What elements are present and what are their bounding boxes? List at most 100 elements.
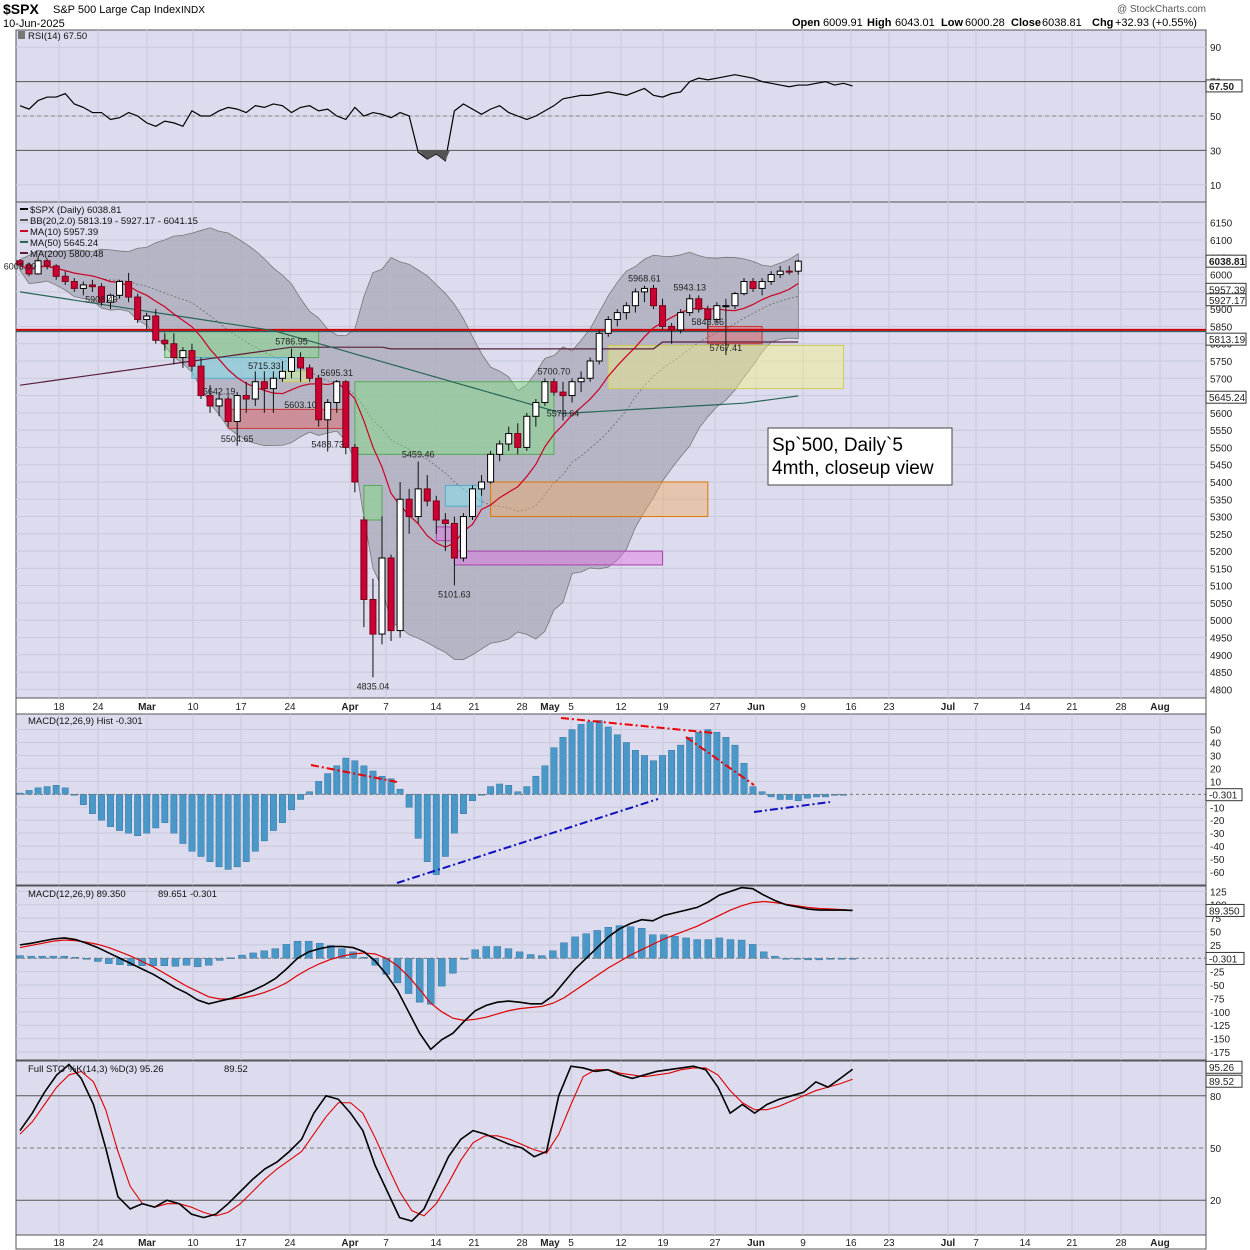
x-tick-label-bottom: 19: [657, 1238, 669, 1249]
hist-bar: [441, 794, 449, 857]
hist-bar: [396, 788, 404, 795]
candle-body: [559, 391, 567, 397]
hist-bar: [822, 794, 829, 798]
macd-y-tick: -50: [1210, 981, 1225, 992]
hist-bar: [61, 787, 69, 795]
macd-hist-bar: [415, 958, 424, 1003]
macd-hist-bar: [515, 951, 524, 959]
hist-bar: [297, 794, 304, 800]
hist-bar: [514, 791, 522, 795]
macd-legend-signal: 89.651: [158, 889, 187, 900]
candle-body: [34, 260, 42, 275]
price-y-tick: 5900: [1210, 305, 1233, 316]
x-tick-label-bottom: 18: [53, 1238, 65, 1249]
hist-bar: [279, 794, 286, 824]
candle-body: [414, 488, 422, 518]
hist-bar: [505, 785, 513, 795]
macd-hist-bar: [671, 936, 679, 959]
close-label: Close: [1011, 17, 1041, 29]
macd-y-tick: -100: [1210, 1008, 1230, 1019]
candle-body: [613, 312, 621, 321]
x-tick-label-bottom: 14: [430, 1238, 442, 1249]
candle-body: [125, 280, 133, 298]
divergence-line-blue-1: [396, 798, 659, 884]
x-tick-label: 19: [657, 702, 669, 713]
candle-body: [360, 519, 368, 600]
hist-bar: [659, 755, 666, 795]
candle-body: [143, 315, 151, 321]
x-tick-label: 16: [845, 702, 857, 713]
candle-body: [351, 446, 359, 483]
hist-bar: [550, 747, 558, 795]
x-tick-label-bottom: 24: [284, 1238, 296, 1249]
x-tick-label: Jul: [941, 702, 956, 713]
candle-body: [197, 365, 205, 397]
hist-bar: [568, 729, 576, 795]
hist-bar: [170, 794, 178, 834]
macd-hist-bar: [560, 942, 568, 959]
price-point-label: 6003.00: [4, 262, 37, 272]
hist-bar: [622, 742, 630, 795]
macd-y-tick: -25: [1210, 968, 1225, 979]
price-y-tick: 5700: [1210, 374, 1233, 385]
hist-bar: [559, 737, 567, 795]
x-tick-label: Mar: [138, 702, 156, 713]
hist-bar: [315, 781, 323, 795]
x-tick-label: 5: [568, 702, 574, 713]
hist-bar: [116, 794, 123, 831]
hist-y-tick: -10: [1210, 803, 1225, 814]
macd-hist-bar: [549, 950, 557, 959]
x-tick-label-bottom: May: [540, 1238, 560, 1249]
candle-body: [514, 433, 522, 448]
hist-bar: [152, 794, 160, 829]
macd-hist-bar: [715, 937, 724, 959]
divergence-line-blue-2: [753, 801, 831, 813]
chart-date: 10-Jun-2025: [3, 18, 65, 30]
macd-y-tick: 50: [1210, 928, 1222, 939]
hist-bar: [224, 794, 232, 870]
candle-body: [659, 305, 667, 327]
price-y-tick: 5000: [1210, 616, 1233, 627]
annotation-line-1: Sp`500, Daily`5: [772, 435, 903, 456]
candle-body: [342, 381, 350, 448]
macd-hist-bar: [316, 943, 324, 959]
sto-y-tick: 20: [1210, 1196, 1222, 1207]
hist-bar: [785, 794, 793, 800]
hist-legend: MACD(12,26,9) Hist -0.301: [28, 716, 143, 727]
hist-bar: [749, 786, 757, 795]
hist-last-box: [1205, 788, 1243, 802]
macd-y-tick: 25: [1210, 941, 1222, 952]
price-y-tick: 5550: [1210, 426, 1233, 437]
price-point-label: 5908.49: [85, 294, 118, 304]
annotation-line-2: 4mth, closeup view: [772, 458, 934, 479]
macd-legend-hist: -0.301: [190, 889, 217, 900]
hist-bar: [188, 794, 196, 852]
macd-right-box: [1205, 951, 1245, 965]
divergence-line-red-2: [560, 717, 715, 734]
price-right-label: 5813.19: [1209, 335, 1246, 346]
x-tick-label-bottom: 16: [845, 1238, 857, 1249]
x-tick-label-bottom: 10: [187, 1238, 199, 1249]
hist-bar: [695, 731, 703, 795]
candle-body: [25, 264, 33, 275]
macd-hist-bar: [94, 958, 102, 962]
price-y-tick: 4800: [1210, 685, 1233, 696]
hist-y-tick: 30: [1210, 751, 1222, 762]
candle-body: [260, 381, 268, 390]
candle-body: [288, 357, 295, 372]
hist-y-tick: -30: [1210, 829, 1225, 840]
macd-hist-bar: [438, 958, 446, 987]
price-point-label: 5968.61: [628, 274, 661, 284]
candle-body: [16, 260, 24, 266]
macd-hist-bar: [482, 946, 490, 959]
x-axis-band-bottom: [15, 1234, 1207, 1250]
candle-body: [432, 500, 440, 521]
price-y-tick: 4850: [1210, 668, 1233, 679]
candle-body: [686, 298, 694, 314]
macd-y-tick: -75: [1210, 994, 1225, 1005]
hist-bar: [306, 791, 313, 795]
macd-hist-bar: [649, 934, 657, 959]
x-tick-label-bottom: 14: [1019, 1238, 1031, 1249]
candle-body: [767, 274, 775, 282]
